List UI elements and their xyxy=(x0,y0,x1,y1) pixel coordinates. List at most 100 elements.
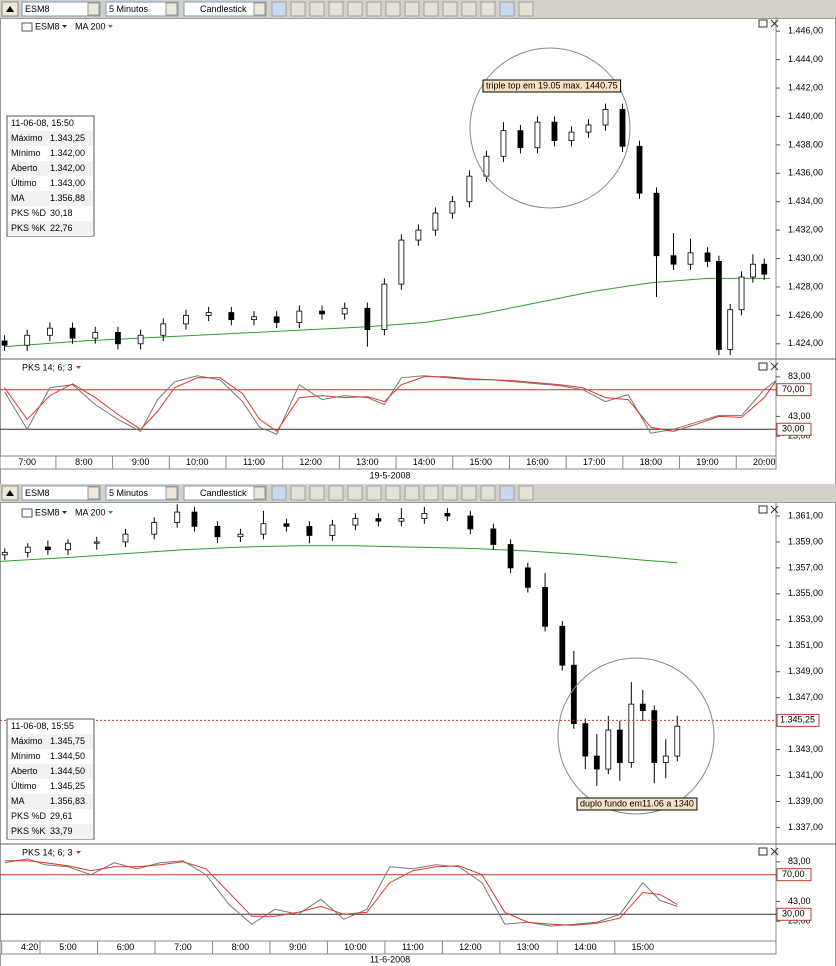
toolbar-icon[interactable] xyxy=(442,1,458,17)
candle-body xyxy=(228,312,235,321)
toolbar-icon[interactable] xyxy=(518,485,534,501)
dropdown-button[interactable] xyxy=(253,486,266,500)
x-tick-label: 17:00 xyxy=(583,457,606,467)
panel-maximize[interactable] xyxy=(758,19,768,28)
info-label: Aberto xyxy=(11,163,38,173)
x-tick-label: 13:00 xyxy=(356,457,379,467)
toolbar-icon[interactable] xyxy=(518,1,534,17)
x-tick-label: 19:00 xyxy=(696,457,719,467)
legend-arrow[interactable] xyxy=(108,25,113,28)
y-tick-label: 1.361,00 xyxy=(788,510,823,520)
toolbar-icon[interactable] xyxy=(309,485,325,501)
toolbar-dropdown[interactable] xyxy=(21,485,101,501)
legend-arrow[interactable] xyxy=(62,25,67,28)
panel-maximize[interactable] xyxy=(758,362,768,371)
toolbar-icon[interactable] xyxy=(404,1,420,17)
candle-body xyxy=(559,625,566,666)
toolbar-icon[interactable] xyxy=(461,485,477,501)
y-tick-label: 1.343,00 xyxy=(788,744,823,754)
toolbar-icon[interactable] xyxy=(328,1,344,17)
annotation-box xyxy=(576,797,698,811)
candle-body xyxy=(715,260,722,350)
candle-body xyxy=(421,512,428,519)
panel-maximize[interactable] xyxy=(758,847,768,856)
panel-close[interactable] xyxy=(770,362,779,371)
y-tick-label: 1.436,00 xyxy=(788,168,823,178)
x-tick-label: 9:00 xyxy=(289,942,307,952)
oscillator-line xyxy=(4,860,678,926)
candle-body xyxy=(115,332,121,345)
legend-ma: MA 200 xyxy=(75,507,106,517)
x-tick-label: 18:00 xyxy=(640,457,663,467)
candle-body xyxy=(93,541,100,544)
dropdown-button[interactable] xyxy=(165,2,178,16)
toolbar-icon[interactable] xyxy=(480,1,496,17)
candle-body xyxy=(341,307,348,315)
toolbar-dropdown[interactable] xyxy=(105,1,179,17)
y-tick-label: 1.357,00 xyxy=(788,562,823,572)
info-label: PKS %K xyxy=(11,223,46,233)
level-label: 70,00 xyxy=(782,384,805,394)
toolbar-icon[interactable] xyxy=(347,485,363,501)
candle-body xyxy=(507,544,514,569)
candle-body xyxy=(183,314,189,325)
info-value: 1.344,50 xyxy=(50,766,85,776)
dropdown-button[interactable] xyxy=(87,2,100,16)
info-label: Máximo xyxy=(11,736,43,746)
level-box xyxy=(776,383,812,397)
panel-close[interactable] xyxy=(770,505,779,514)
toolbar-icon[interactable] xyxy=(271,485,287,501)
toolbar-dropdown[interactable] xyxy=(183,1,267,17)
toolbar-icon[interactable] xyxy=(461,1,477,17)
dropdown-button[interactable] xyxy=(165,486,178,500)
toolbar-icon[interactable] xyxy=(385,485,401,501)
candle-body xyxy=(191,511,198,527)
toolbar-icon[interactable] xyxy=(499,485,515,501)
toolbar-icon[interactable] xyxy=(290,1,306,17)
info-value: 1.345,75 xyxy=(50,736,85,746)
toolbar-icon[interactable] xyxy=(499,1,515,17)
toolbar-icon[interactable] xyxy=(385,1,401,17)
info-row xyxy=(8,734,93,749)
candle-body xyxy=(151,522,158,535)
toolbar-icon[interactable] xyxy=(290,485,306,501)
toolbar-dropdown[interactable] xyxy=(21,1,101,17)
toolbar-icon[interactable] xyxy=(480,485,496,501)
panel-close[interactable] xyxy=(770,19,779,28)
candle-body xyxy=(44,546,51,551)
legend-arrow[interactable] xyxy=(62,511,67,514)
y-tick-label: 1.355,00 xyxy=(788,588,823,598)
x-tick-label: 20:00 xyxy=(753,457,776,467)
legend-arrow[interactable] xyxy=(76,366,81,369)
toolbar-icon[interactable] xyxy=(423,485,439,501)
candle-body xyxy=(251,316,257,321)
dropdown-button[interactable] xyxy=(253,2,266,16)
panel-maximize[interactable] xyxy=(758,505,768,514)
info-value: 1.344,50 xyxy=(50,751,85,761)
y-tick-label: 1.430,00 xyxy=(788,253,823,263)
toolbar-dropdown[interactable] xyxy=(105,485,179,501)
toolbar-icon[interactable] xyxy=(309,1,325,17)
toolbar-icon[interactable] xyxy=(328,485,344,501)
level-box xyxy=(776,868,812,882)
candle-body xyxy=(398,518,405,522)
toolbar-icon[interactable] xyxy=(423,1,439,17)
oscillator-line xyxy=(4,858,678,927)
toolbar-icon[interactable] xyxy=(404,485,420,501)
dropdown-button[interactable] xyxy=(87,486,100,500)
legend-arrow[interactable] xyxy=(76,851,81,854)
toolbar-icon[interactable] xyxy=(271,1,287,17)
info-label: MA xyxy=(11,796,25,806)
toolbar-icon[interactable] xyxy=(442,485,458,501)
x-tick-label: 7:00 xyxy=(18,457,36,467)
toolbar-icon[interactable] xyxy=(366,485,382,501)
toolbar-icon[interactable] xyxy=(366,1,382,17)
toolbar-dropdown[interactable] xyxy=(183,485,267,501)
panel-close[interactable] xyxy=(770,847,779,856)
toolbar-icon[interactable] xyxy=(347,1,363,17)
legend-arrow[interactable] xyxy=(108,511,113,514)
candle-body xyxy=(738,276,745,311)
candle-body xyxy=(260,523,267,535)
y-tick-label: 1.337,00 xyxy=(788,822,823,832)
